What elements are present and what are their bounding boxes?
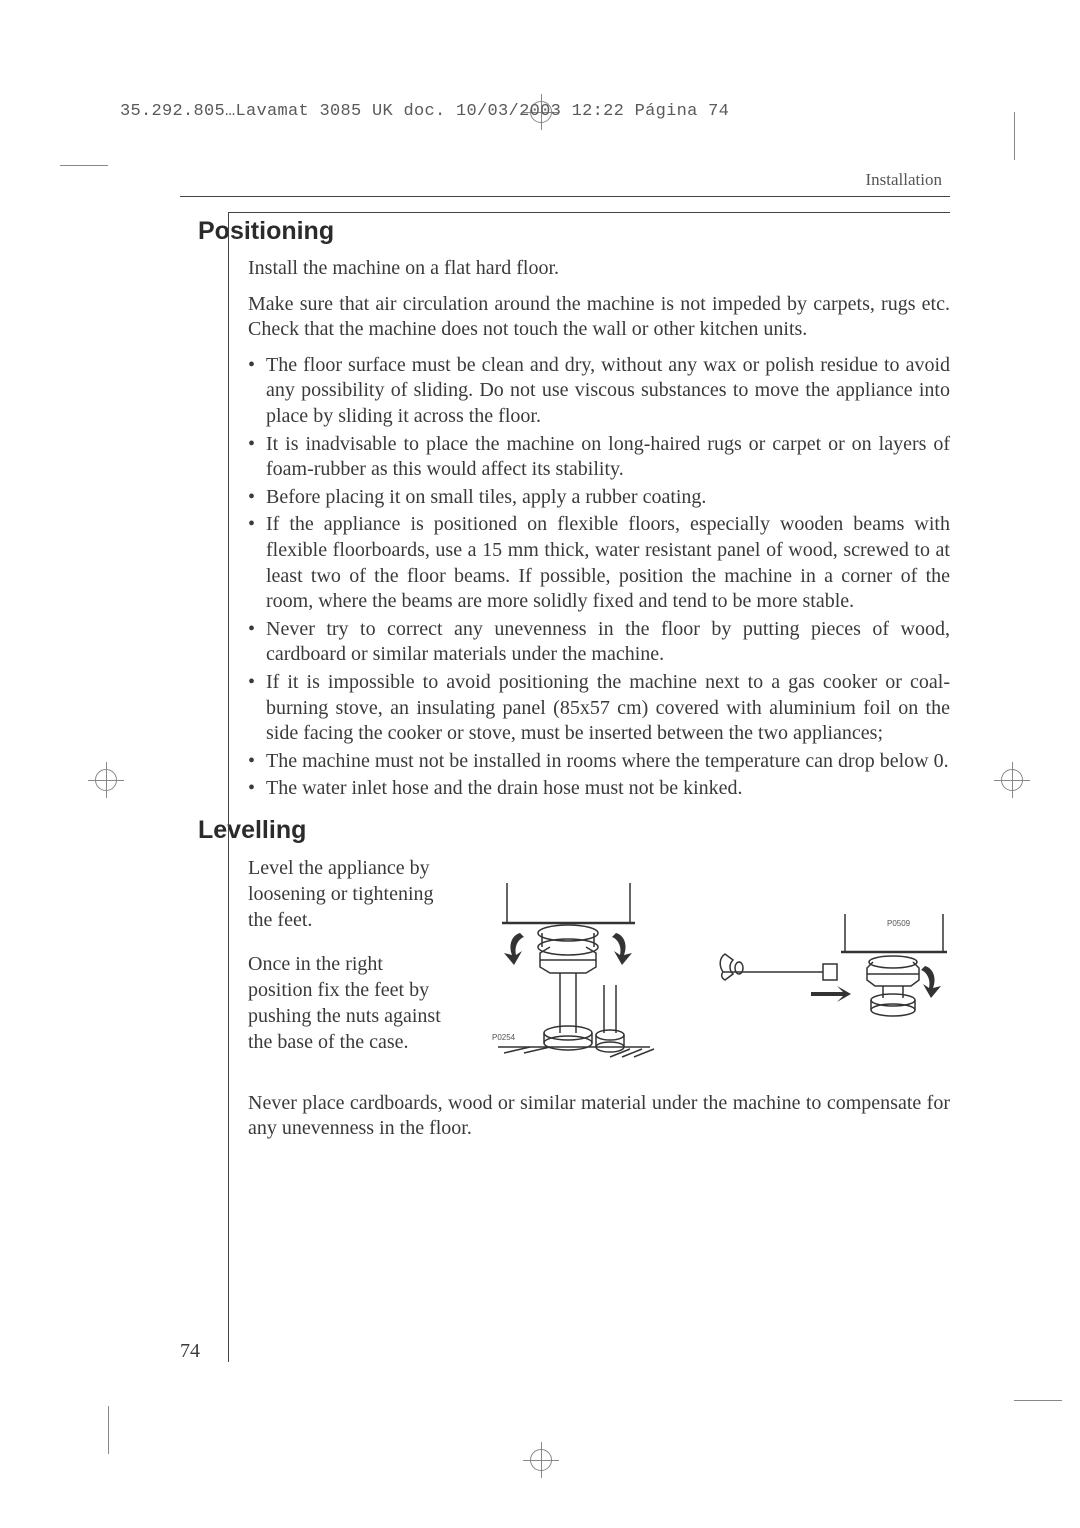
page-number: 74 xyxy=(180,1340,200,1363)
diagram-label: P0254 xyxy=(492,1033,516,1042)
registration-mark-icon xyxy=(523,1442,559,1478)
positioning-bullets: The floor surface must be clean and dry,… xyxy=(248,353,950,802)
levelling-p3: Never place cardboards, wood or similar … xyxy=(248,1091,950,1142)
crop-mark xyxy=(1014,112,1015,160)
bullet-item: The floor surface must be clean and dry,… xyxy=(248,353,950,430)
levelling-text-column: Level the appliance by loosening or tigh… xyxy=(248,855,444,1073)
inner-top-rule xyxy=(228,212,950,213)
levelling-p2: Once in the right position fix the feet … xyxy=(248,951,444,1055)
running-head: Installation xyxy=(180,170,950,196)
bullet-item: Never try to correct any unevenness in t… xyxy=(248,617,950,668)
bullet-item: It is inadvisable to place the machine o… xyxy=(248,432,950,483)
diagram-label: P0509 xyxy=(887,919,911,928)
registration-mark-icon xyxy=(994,762,1030,798)
positioning-heading: Positioning xyxy=(198,217,950,246)
inner-left-rule xyxy=(228,212,229,1362)
page-content-frame: Installation Positioning Install the mac… xyxy=(180,170,950,1152)
foot-spanner-diagram-icon: P0509 xyxy=(715,908,950,1028)
levelling-row: Level the appliance by loosening or tigh… xyxy=(248,855,950,1073)
foot-adjust-diagram-icon: P0254 xyxy=(462,875,687,1060)
bullet-item: The water inlet hose and the drain hose … xyxy=(248,776,950,802)
top-rule xyxy=(180,196,950,197)
crop-mark xyxy=(1014,1400,1062,1401)
content-column: Positioning Install the machine on a fla… xyxy=(180,201,950,1142)
bullet-item: If it is impossible to avoid positioning… xyxy=(248,670,950,747)
positioning-intro-1: Install the machine on a flat hard floor… xyxy=(248,256,950,282)
levelling-p1: Level the appliance by loosening or tigh… xyxy=(248,855,444,933)
registration-mark-icon xyxy=(88,762,124,798)
file-header-line: 35.292.805…Lavamat 3085 UK doc. 10/03/20… xyxy=(120,102,729,121)
bullet-item: The machine must not be installed in roo… xyxy=(248,749,950,775)
levelling-heading: Levelling xyxy=(198,816,950,845)
crop-mark xyxy=(60,165,108,166)
bullet-item: Before placing it on small tiles, apply … xyxy=(248,485,950,511)
crop-mark xyxy=(108,1406,109,1454)
positioning-intro-2: Make sure that air circulation around th… xyxy=(248,292,950,343)
bullet-item: If the appliance is positioned on flexib… xyxy=(248,512,950,614)
levelling-diagrams: P0254 xyxy=(444,855,950,1073)
